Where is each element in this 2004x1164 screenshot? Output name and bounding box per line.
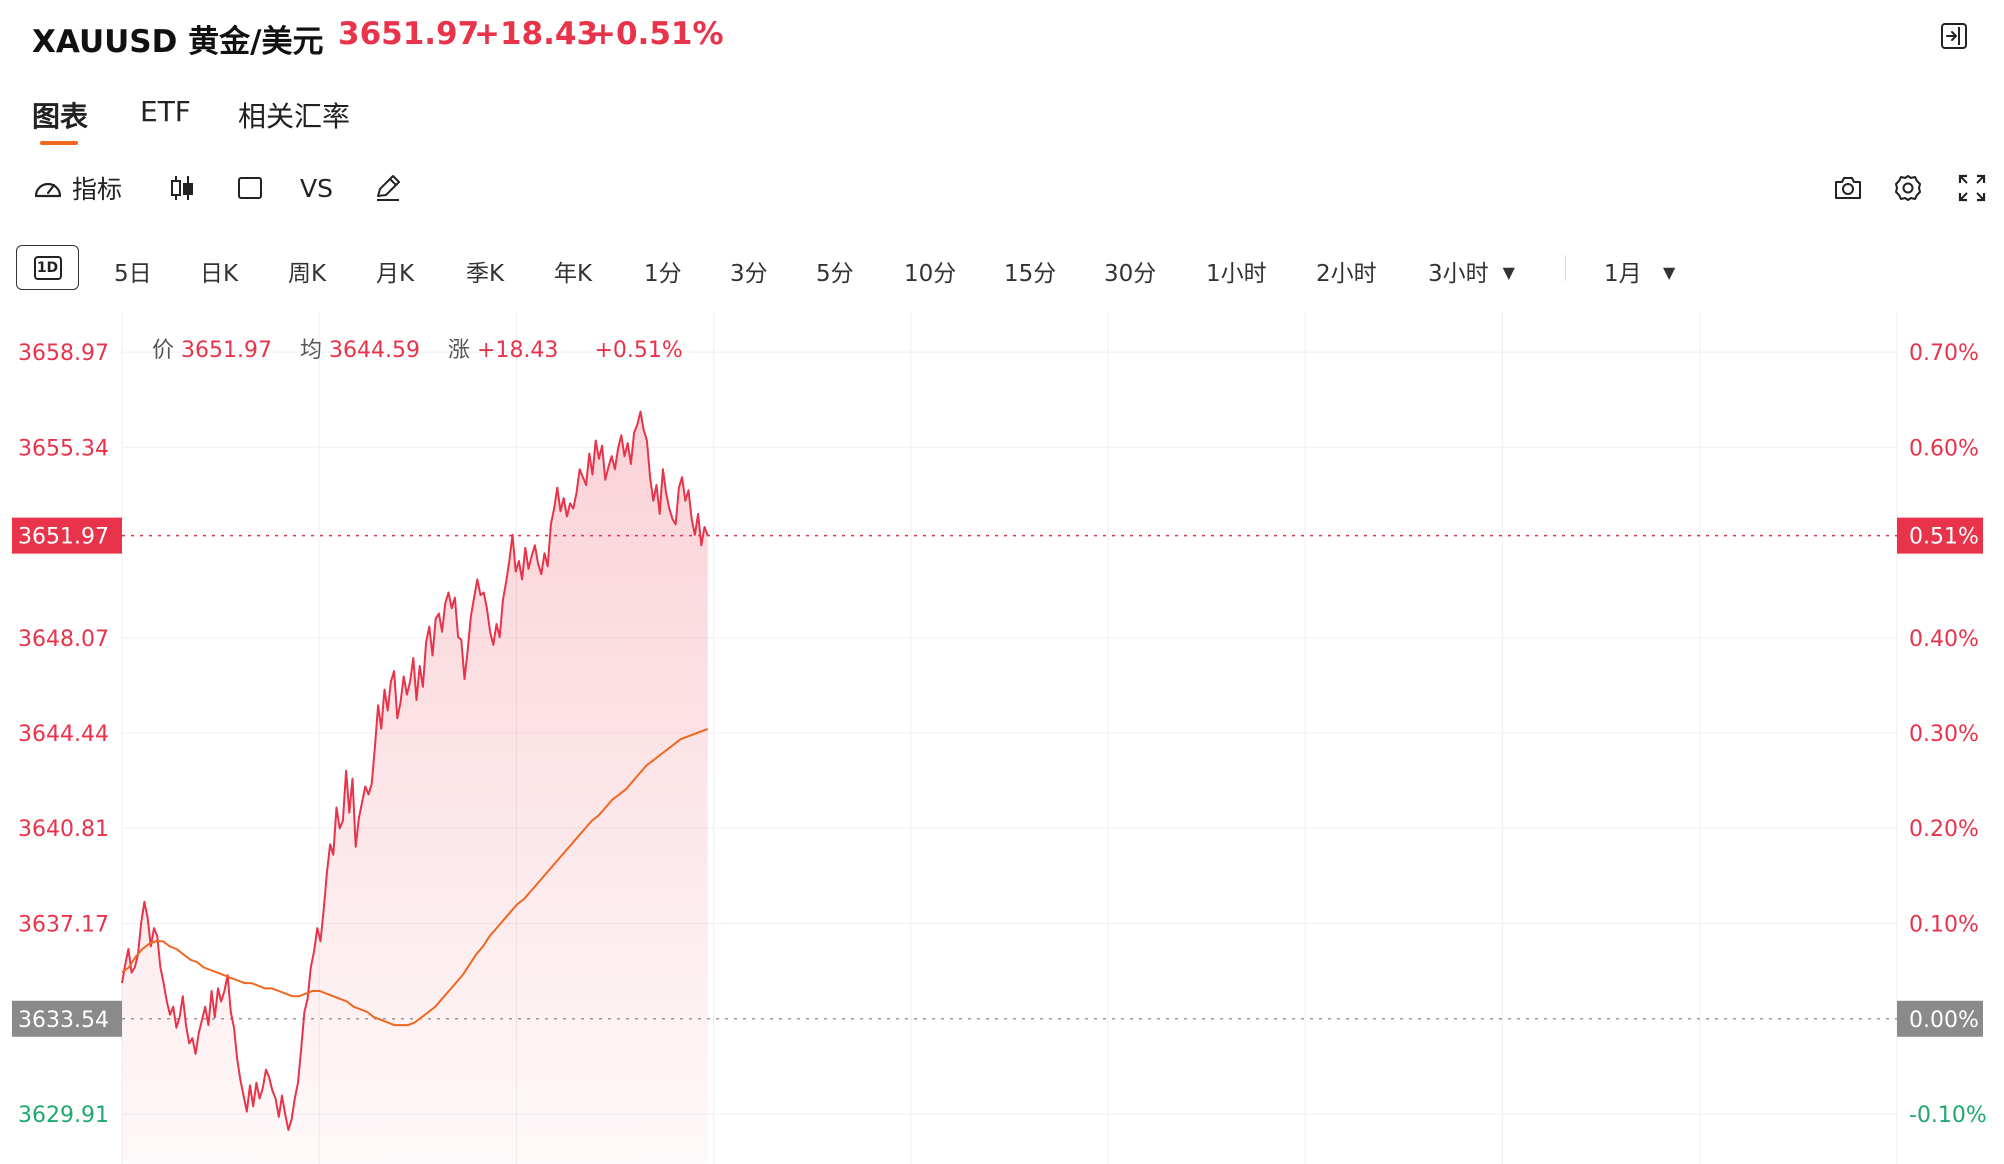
- interval-option[interactable]: 10分: [904, 261, 957, 287]
- interval-1d-label: 1D: [33, 255, 62, 280]
- settings-button[interactable]: [1892, 170, 1924, 206]
- tab-chart[interactable]: 图表: [32, 100, 89, 133]
- y-axis-badge-right: [1897, 1000, 1983, 1037]
- interval-option[interactable]: 2小时: [1316, 261, 1377, 287]
- compare-label: VS: [300, 173, 333, 203]
- info-avg-value: 3644.59: [329, 338, 420, 363]
- collapse-panel-icon[interactable]: [1940, 22, 1968, 50]
- expand-icon: [1958, 174, 1986, 202]
- interval-option[interactable]: 30分: [1104, 261, 1157, 287]
- info-price-label: 价: [152, 338, 175, 363]
- interval-more[interactable]: 1月 ▼: [1604, 254, 1675, 288]
- y-tick-label-right: 0.10%: [1909, 913, 1979, 938]
- y-tick-label-right: 0.51%: [1909, 525, 1979, 550]
- compare-button[interactable]: VS: [300, 170, 333, 206]
- interval-1d[interactable]: 1D: [16, 245, 79, 290]
- square-icon: [238, 177, 262, 199]
- draw-tool-button[interactable]: [372, 170, 404, 206]
- fullscreen-button[interactable]: [1956, 170, 1988, 206]
- y-tick-label-right: 0.40%: [1909, 627, 1979, 652]
- camera-icon: [1835, 177, 1861, 199]
- price-chart[interactable]: 3658.97 0.70% 3655.34 0.60% 3651.97 0.51% 3648…: [0, 312, 2004, 1164]
- y-tick-label-left: 3640.81: [18, 817, 109, 842]
- y-axis-badge: [12, 517, 122, 554]
- info-change-value: +18.43: [477, 338, 559, 363]
- interval-option[interactable]: 1分: [644, 261, 682, 287]
- y-tick-label-right: 0.00%: [1909, 1008, 1979, 1033]
- average-price-line: [121, 728, 709, 1027]
- interval-option[interactable]: 5日: [114, 261, 152, 287]
- price-line: [121, 410, 709, 1131]
- interval-option[interactable]: 1小时: [1206, 261, 1267, 287]
- interval-divider: [1565, 255, 1566, 281]
- y-tick-label-left: 3644.44: [18, 722, 109, 747]
- pen-icon: [377, 175, 400, 201]
- y-tick-label-left: 3651.97: [18, 525, 109, 550]
- y-tick-label-right: 0.20%: [1909, 817, 1979, 842]
- y-tick-label-left: 3648.07: [18, 627, 109, 652]
- price-change-percent: +0.51%: [590, 16, 724, 52]
- y-tick-label-left: 3658.97: [18, 341, 109, 366]
- info-change-label: 涨: [448, 338, 471, 363]
- indicator-button[interactable]: 指标: [32, 170, 122, 206]
- y-axis-badge: [12, 1000, 122, 1037]
- y-tick-label-right: 0.30%: [1909, 722, 1979, 747]
- chevron-down-icon: ▼: [1662, 263, 1676, 282]
- price-area-fill: [122, 411, 708, 1164]
- price-change: +18.43: [474, 16, 599, 52]
- y-tick-label-left: 3633.54: [18, 1008, 109, 1033]
- y-tick-label-left: 3629.91: [18, 1103, 109, 1128]
- info-change-percent: +0.51%: [594, 338, 683, 363]
- y-tick-label-right: 0.60%: [1909, 436, 1979, 461]
- gear-icon: [1895, 175, 1921, 201]
- chevron-down-icon: ▼: [1502, 263, 1515, 282]
- interval-option[interactable]: 3小时 ▼: [1428, 261, 1515, 287]
- interval-option[interactable]: 月K: [376, 261, 415, 287]
- y-tick-label-left: 3637.17: [18, 913, 109, 938]
- interval-option[interactable]: 周K: [288, 261, 327, 287]
- tab-etf[interactable]: ETF: [140, 95, 191, 128]
- info-price-value: 3651.97: [181, 338, 272, 363]
- info-avg-label: 均: [300, 338, 323, 363]
- chart-info-line: 价 3651.97 均 3644.59 涨 +18.43 +0.51%: [152, 332, 683, 364]
- interval-option[interactable]: 日K: [200, 261, 239, 287]
- candlestick-icon: [171, 176, 193, 200]
- indicator-label: 指标: [72, 175, 123, 204]
- y-axis-badge-right: [1897, 517, 1983, 554]
- candlestick-type-button[interactable]: [166, 170, 198, 206]
- shape-tool-button[interactable]: [234, 170, 266, 206]
- symbol-title: XAUUSD 黄金/美元: [32, 24, 324, 60]
- y-tick-label-right: 0.70%: [1909, 341, 1979, 366]
- interval-option[interactable]: 3分: [730, 261, 768, 287]
- tab-related-fx[interactable]: 相关汇率: [238, 100, 351, 133]
- active-tab-indicator: [40, 141, 78, 145]
- screenshot-button[interactable]: [1832, 170, 1864, 206]
- y-tick-label-left: 3655.34: [18, 436, 109, 461]
- gauge-icon: [34, 182, 62, 198]
- interval-option[interactable]: 5分: [816, 261, 854, 287]
- interval-option[interactable]: 季K: [466, 261, 505, 287]
- y-tick-label-right: -0.10%: [1909, 1103, 1987, 1128]
- current-price: 3651.97: [338, 16, 480, 52]
- interval-more-label: 1月: [1604, 261, 1642, 287]
- interval-option[interactable]: 年K: [554, 261, 593, 287]
- interval-option[interactable]: 15分: [1004, 261, 1057, 287]
